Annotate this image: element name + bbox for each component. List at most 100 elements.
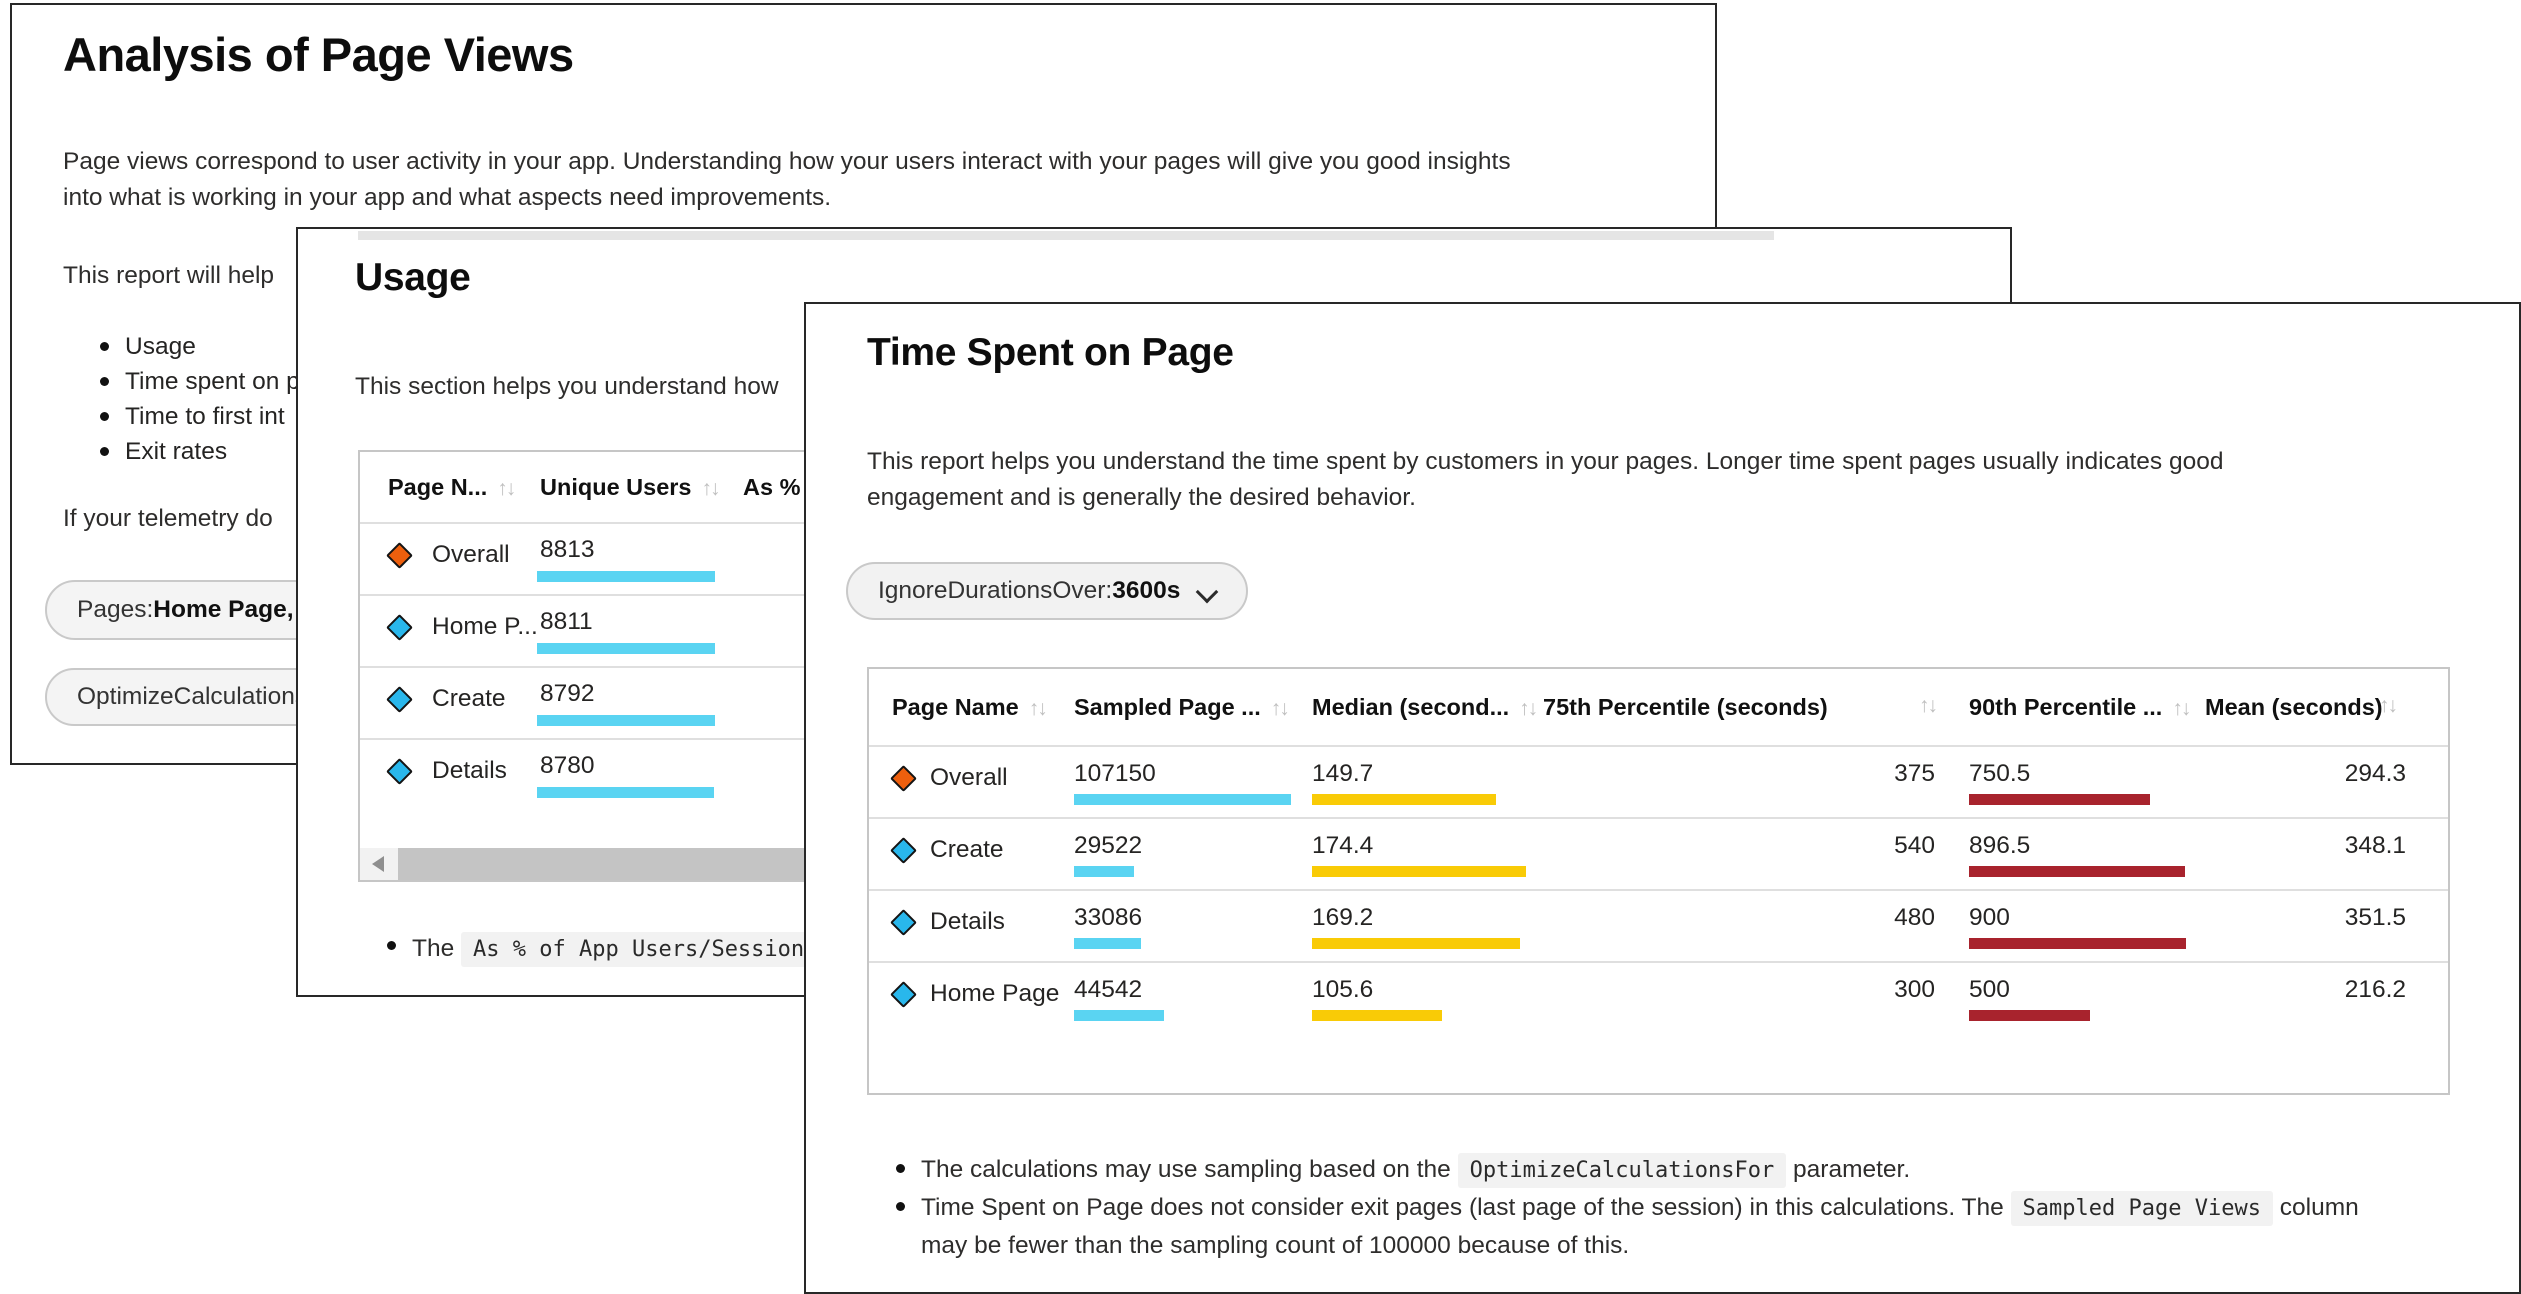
p75-cell: 540 xyxy=(1894,832,1935,859)
median-cell: 174.4 xyxy=(1312,832,1374,859)
clipped-element-sliver xyxy=(358,231,1774,240)
p90-cell: 500 xyxy=(1969,976,2010,1003)
median-cell: 169.2 xyxy=(1312,904,1374,931)
page-title: Analysis of Page Views xyxy=(63,28,574,81)
report-topics-list: Usage Time spent on p Time to first int … xyxy=(98,329,300,469)
footnote-item: Time Spent on Page does not consider exi… xyxy=(894,1189,2359,1264)
page-name-cell: Home Page xyxy=(930,980,1060,1007)
bullet-icon xyxy=(896,1164,905,1173)
p90-cell: 750.5 xyxy=(1969,760,2031,787)
footnote-item: The calculations may use sampling based … xyxy=(894,1151,2359,1189)
p90-bar xyxy=(1969,866,2185,877)
column-header-90th-percentile[interactable]: 90th Percentile ... ↑↓ xyxy=(1969,694,2191,720)
table-row[interactable]: Home Page 44542 105.6 300 500 216.2 xyxy=(869,961,2448,1033)
unique-users-bar xyxy=(537,643,715,654)
code-chip: As % of App Users/Sessions/V xyxy=(461,932,856,967)
unique-users-cell: 8792 xyxy=(540,680,595,707)
unique-users-cell: 8811 xyxy=(540,608,593,635)
table-row[interactable]: Overall 107150 149.7 375 750.5 294.3 xyxy=(869,745,2448,817)
sort-icon[interactable]: ↑↓ xyxy=(1519,697,1538,720)
series-marker-icon xyxy=(890,909,917,936)
time-spent-panel: Time Spent on Page This report helps you… xyxy=(804,302,2521,1294)
series-marker-icon xyxy=(386,686,413,713)
table-row[interactable]: Details 33086 169.2 480 900 351.5 xyxy=(869,889,2448,961)
page-name-cell: Details xyxy=(432,757,507,784)
median-cell: 105.6 xyxy=(1312,976,1374,1003)
usage-footnote: The As % of App Users/Sessions/V xyxy=(387,929,856,970)
p90-bar xyxy=(1969,938,2186,949)
list-item: Usage xyxy=(98,329,300,364)
bullet-icon xyxy=(100,342,109,351)
column-header-page-name[interactable]: Page Name ↑↓ xyxy=(892,694,1048,720)
series-marker-icon xyxy=(386,758,413,785)
telemetry-text: If your telemetry do xyxy=(63,505,273,532)
column-header-page-name[interactable]: Page N... ↑↓ xyxy=(388,474,516,500)
sort-icon[interactable]: ↑↓ xyxy=(701,477,721,500)
p90-cell: 900 xyxy=(1969,904,2010,931)
column-header-sampled-page-views[interactable]: Sampled Page ... ↑↓ xyxy=(1074,694,1290,720)
sampled-views-bar xyxy=(1074,1010,1164,1021)
page-name-cell: Details xyxy=(930,908,1005,935)
p75-cell: 480 xyxy=(1894,904,1935,931)
usage-section-title: Usage xyxy=(355,256,471,299)
series-marker-icon xyxy=(890,765,917,792)
time-spent-footnotes: The calculations may use sampling based … xyxy=(894,1151,2359,1264)
median-bar xyxy=(1312,1010,1442,1021)
bullet-icon xyxy=(100,447,109,456)
unique-users-cell: 8813 xyxy=(540,536,595,563)
unique-users-bar xyxy=(537,571,715,582)
column-header-median[interactable]: Median (second... ↑↓ xyxy=(1312,694,1538,720)
column-header-unique-users[interactable]: Unique Users ↑↓ xyxy=(540,474,721,500)
list-item: Time to first int xyxy=(98,399,300,434)
mean-cell: 348.1 xyxy=(2344,832,2406,859)
mean-cell: 294.3 xyxy=(2344,760,2406,787)
chevron-down-icon xyxy=(1196,579,1220,603)
sampled-views-cell: 29522 xyxy=(1074,832,1143,859)
table-row[interactable]: Create 29522 174.4 540 896.5 348.1 xyxy=(869,817,2448,889)
sort-icon[interactable]: ↑↓ xyxy=(2172,697,2191,720)
p75-cell: 300 xyxy=(1894,976,1935,1003)
sort-icon[interactable]: ↑↓ xyxy=(1270,697,1290,720)
page-name-cell: Create xyxy=(432,685,506,712)
list-item: Exit rates xyxy=(98,434,300,469)
page-name-cell: Create xyxy=(930,836,1004,863)
ignore-durations-pill[interactable]: IgnoreDurationsOver: 3600s xyxy=(846,562,1249,620)
time-description-line-1: This report helps you understand the tim… xyxy=(867,448,2224,475)
sampled-views-cell: 33086 xyxy=(1074,904,1143,931)
page-name-cell: Overall xyxy=(930,764,1008,791)
p75-cell: 375 xyxy=(1894,760,1935,787)
p90-cell: 896.5 xyxy=(1969,832,2031,859)
sort-icon[interactable]: ↑↓ xyxy=(2379,694,2398,717)
time-spent-section-title: Time Spent on Page xyxy=(867,331,1234,374)
sort-icon[interactable]: ↑↓ xyxy=(1028,697,1048,720)
scroll-left-button[interactable] xyxy=(360,848,398,880)
column-header-75th-percentile[interactable]: 75th Percentile (seconds) xyxy=(1543,694,1828,720)
series-marker-icon xyxy=(890,981,917,1008)
sort-icon[interactable]: ↑↓ xyxy=(497,477,516,500)
unique-users-bar xyxy=(537,715,715,726)
sampled-views-cell: 107150 xyxy=(1074,760,1156,787)
time-spent-table: Page Name ↑↓ Sampled Page ... ↑↓ Median (s… xyxy=(867,667,2450,1095)
bullet-icon xyxy=(100,377,109,386)
median-bar xyxy=(1312,794,1496,805)
bullet-icon xyxy=(896,1202,905,1211)
list-item: Time spent on p xyxy=(98,364,300,399)
sampled-views-bar xyxy=(1074,866,1134,877)
series-marker-icon xyxy=(890,837,917,864)
mean-cell: 351.5 xyxy=(2344,904,2406,931)
code-chip: Sampled Page Views xyxy=(2010,1191,2273,1226)
median-bar xyxy=(1312,938,1520,949)
median-bar xyxy=(1312,866,1526,877)
column-header-mean[interactable]: Mean (seconds) xyxy=(2205,694,2383,720)
sampled-views-bar xyxy=(1074,794,1291,805)
sampled-views-cell: 44542 xyxy=(1074,976,1143,1003)
series-marker-icon xyxy=(386,614,413,641)
intro-line-2: into what is working in your app and wha… xyxy=(63,184,832,211)
median-cell: 149.7 xyxy=(1312,760,1374,787)
bullet-icon xyxy=(387,941,396,950)
unique-users-cell: 8780 xyxy=(540,752,595,779)
sort-icon[interactable]: ↑↓ xyxy=(1919,694,1938,717)
unique-users-bar xyxy=(537,787,714,798)
time-description-line-2: engagement and is generally the desired … xyxy=(867,484,1416,511)
